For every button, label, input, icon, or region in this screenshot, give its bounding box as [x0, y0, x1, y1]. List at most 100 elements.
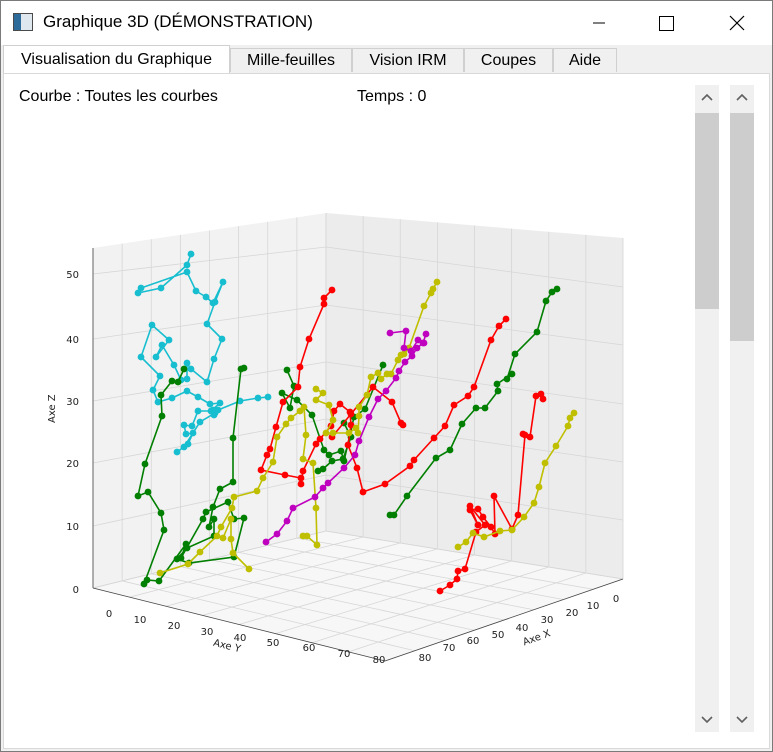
data-point: [180, 365, 188, 373]
scroll-up-button-1[interactable]: [695, 85, 719, 109]
data-point: [245, 565, 253, 573]
data-point: [420, 302, 428, 310]
data-point: [347, 421, 355, 429]
series-group: [134, 250, 578, 595]
data-point: [339, 455, 347, 463]
tab-coupes[interactable]: Coupes: [464, 48, 553, 72]
data-point: [548, 288, 556, 296]
data-point: [311, 493, 319, 501]
data-point: [322, 429, 330, 437]
data-point: [345, 429, 353, 437]
series-curve-11: [219, 515, 253, 573]
data-point: [302, 431, 310, 439]
data-point: [340, 464, 348, 472]
minimize-icon: [593, 22, 605, 24]
close-button[interactable]: [714, 7, 760, 39]
data-point: [263, 451, 271, 459]
y-tick-label: 60: [303, 643, 316, 654]
data-point: [320, 300, 328, 308]
data-point: [254, 394, 262, 402]
data-point: [294, 383, 302, 391]
data-point: [379, 361, 387, 369]
data-point: [325, 401, 333, 409]
data-point: [319, 389, 327, 397]
x-tick-label: 70: [443, 643, 456, 654]
data-point: [388, 398, 396, 406]
data-point: [399, 421, 407, 429]
data-point: [305, 335, 313, 343]
data-point: [183, 359, 191, 367]
data-point: [453, 575, 461, 583]
series-curve-1: [134, 250, 272, 456]
vertical-scrollbar-1[interactable]: [695, 85, 719, 732]
scroll-thumb-1[interactable]: [695, 113, 719, 309]
data-point: [199, 515, 207, 523]
data-point: [283, 517, 291, 525]
data-point: [160, 526, 168, 534]
scroll-down-button-1[interactable]: [695, 708, 719, 732]
data-point: [351, 451, 359, 459]
vertical-scrollbar-2[interactable]: [730, 85, 754, 732]
scroll-down-button-2[interactable]: [730, 708, 754, 732]
data-point: [382, 387, 390, 395]
data-point: [134, 492, 142, 500]
data-point: [137, 353, 145, 361]
x-tick-label: 0: [613, 594, 619, 605]
data-point: [406, 462, 414, 470]
data-point: [450, 401, 458, 409]
data-point: [203, 320, 211, 328]
data-point: [387, 370, 395, 378]
data-point: [217, 523, 225, 531]
data-point: [329, 416, 337, 424]
data-point: [494, 387, 502, 395]
tab-mille-feuilles[interactable]: Mille-feuilles: [230, 48, 352, 72]
data-point: [474, 521, 482, 529]
data-point: [361, 405, 369, 413]
minimize-button[interactable]: [576, 7, 622, 39]
data-point: [464, 392, 472, 400]
data-point: [400, 344, 408, 352]
data-point: [429, 285, 437, 293]
tab-visualisation[interactable]: Visualisation du Graphique: [3, 45, 230, 74]
data-point: [216, 485, 224, 493]
maximize-button[interactable]: [643, 7, 689, 39]
data-point: [173, 448, 181, 456]
tab-aide[interactable]: Aide: [553, 48, 617, 72]
data-point: [140, 580, 148, 588]
data-point: [299, 455, 307, 463]
data-point: [313, 541, 321, 549]
data-point: [229, 478, 237, 486]
tab-vision-irm[interactable]: Vision IRM: [352, 48, 464, 72]
data-point: [236, 397, 244, 405]
scroll-up-button-2[interactable]: [730, 85, 754, 109]
data-point: [240, 514, 248, 522]
data-point: [470, 383, 478, 391]
data-point: [157, 284, 165, 292]
data-point: [407, 347, 415, 355]
data-point: [183, 261, 191, 269]
scroll-thumb-2[interactable]: [730, 113, 754, 341]
data-point: [330, 407, 338, 415]
x-axis-line: [384, 578, 624, 662]
data-point: [229, 434, 237, 442]
data-point: [286, 404, 294, 412]
title-bar[interactable]: Graphique 3D (DÉMONSTRATION): [1, 1, 772, 45]
data-point: [422, 330, 430, 338]
data-point: [174, 378, 182, 386]
data-point: [564, 422, 572, 430]
y-axis-line: [92, 587, 386, 662]
data-point: [402, 327, 410, 335]
grid-floor-line: [238, 551, 534, 611]
data-point: [514, 511, 522, 519]
data-point: [316, 435, 324, 443]
data-point: [446, 581, 454, 589]
data-point: [309, 459, 317, 467]
data-point: [312, 504, 320, 512]
data-point: [144, 488, 152, 496]
x-tick-label: 80: [419, 653, 432, 664]
data-point: [319, 465, 327, 473]
data-point: [552, 442, 560, 450]
app-icon: [13, 13, 33, 31]
data-point: [535, 483, 543, 491]
